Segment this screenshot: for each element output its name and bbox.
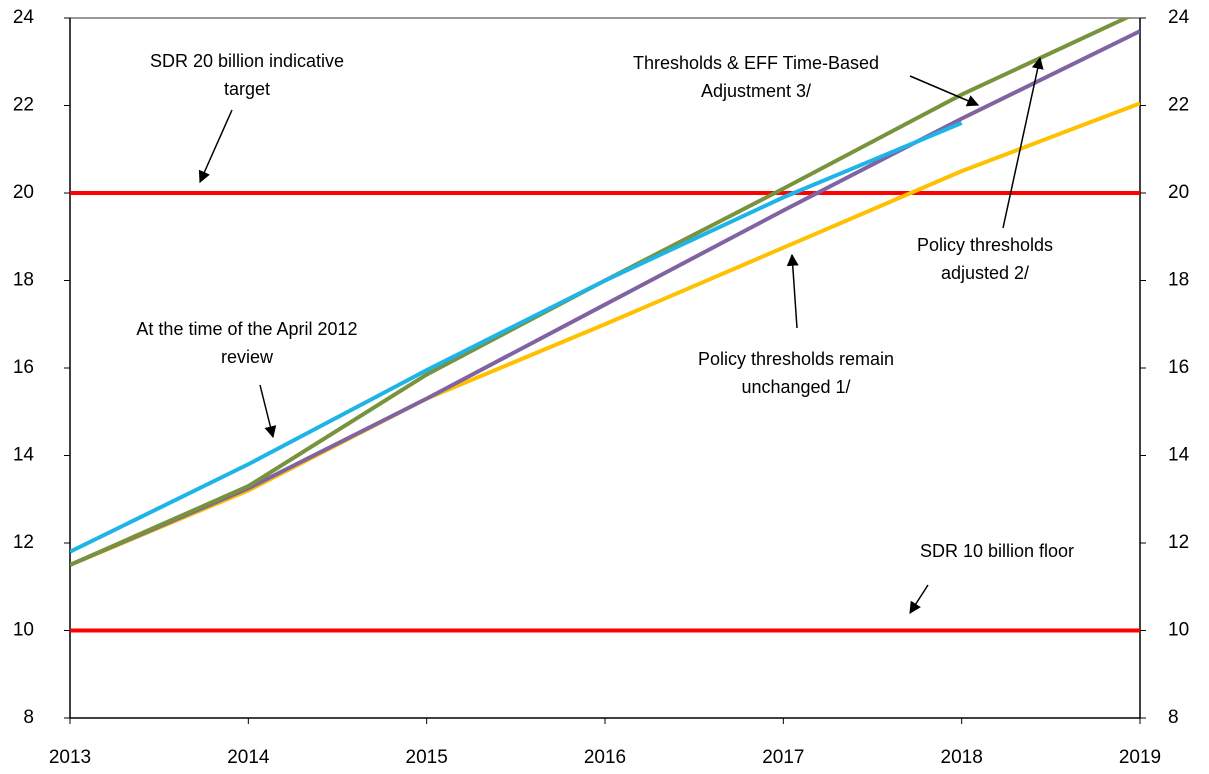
annotation-arrow: [259, 384, 277, 439]
x-tick-label: 2014: [227, 747, 270, 768]
series-line: [70, 101, 1140, 567]
y2-tick-label: 10: [1168, 620, 1189, 641]
y2-tick-label: 22: [1168, 95, 1189, 116]
y2-tick-label: 20: [1168, 182, 1189, 203]
y-tick-label: 8: [23, 707, 34, 728]
y-tick-label: 12: [13, 532, 34, 553]
y-tick-label: 16: [13, 357, 34, 378]
annotation: review: [221, 347, 274, 367]
annotation-arrow: [909, 75, 980, 107]
annotation: SDR 20 billion indicative: [150, 51, 344, 71]
annotation: At the time of the April 2012: [136, 319, 357, 339]
annotation-arrow: [786, 253, 799, 329]
x-tick-label: 2017: [762, 747, 804, 768]
y2-tick-label: 14: [1168, 445, 1190, 466]
y-tick-label: 14: [13, 445, 35, 466]
annotation-arrow: [909, 584, 929, 615]
annotation: Policy thresholds remain: [698, 349, 894, 369]
y2-tick-label: 12: [1168, 532, 1189, 553]
annotation: adjusted 2/: [941, 263, 1029, 283]
annotation-arrow: [1002, 56, 1044, 229]
series-line: [70, 121, 963, 554]
annotation: Policy thresholds: [917, 235, 1053, 255]
y-tick-label: 24: [13, 7, 35, 28]
y-tick-label: 20: [13, 182, 34, 203]
x-tick-label: 2015: [406, 747, 448, 768]
y-tick-label: 22: [13, 95, 34, 116]
x-tick-label: 2016: [584, 747, 626, 768]
y2-tick-label: 8: [1168, 707, 1179, 728]
y2-tick-label: 18: [1168, 270, 1189, 291]
plot-area: [70, 18, 1140, 633]
y-tick-label: 18: [13, 270, 34, 291]
annotation: SDR 10 billion floor: [920, 541, 1074, 561]
y2-tick-label: 16: [1168, 357, 1189, 378]
series-line: [70, 29, 1140, 567]
x-tick-label: 2013: [49, 747, 91, 768]
x-tick-label: 2018: [941, 747, 983, 768]
annotation: Adjustment 3/: [701, 81, 811, 101]
x-tick-label: 2019: [1119, 747, 1161, 768]
y2-tick-label: 24: [1168, 7, 1190, 28]
annotation: target: [224, 79, 270, 99]
annotation: Thresholds & EFF Time-Based: [633, 53, 879, 73]
y-tick-label: 10: [13, 620, 34, 641]
annotation: unchanged 1/: [741, 377, 850, 397]
annotation-arrow: [198, 109, 233, 184]
